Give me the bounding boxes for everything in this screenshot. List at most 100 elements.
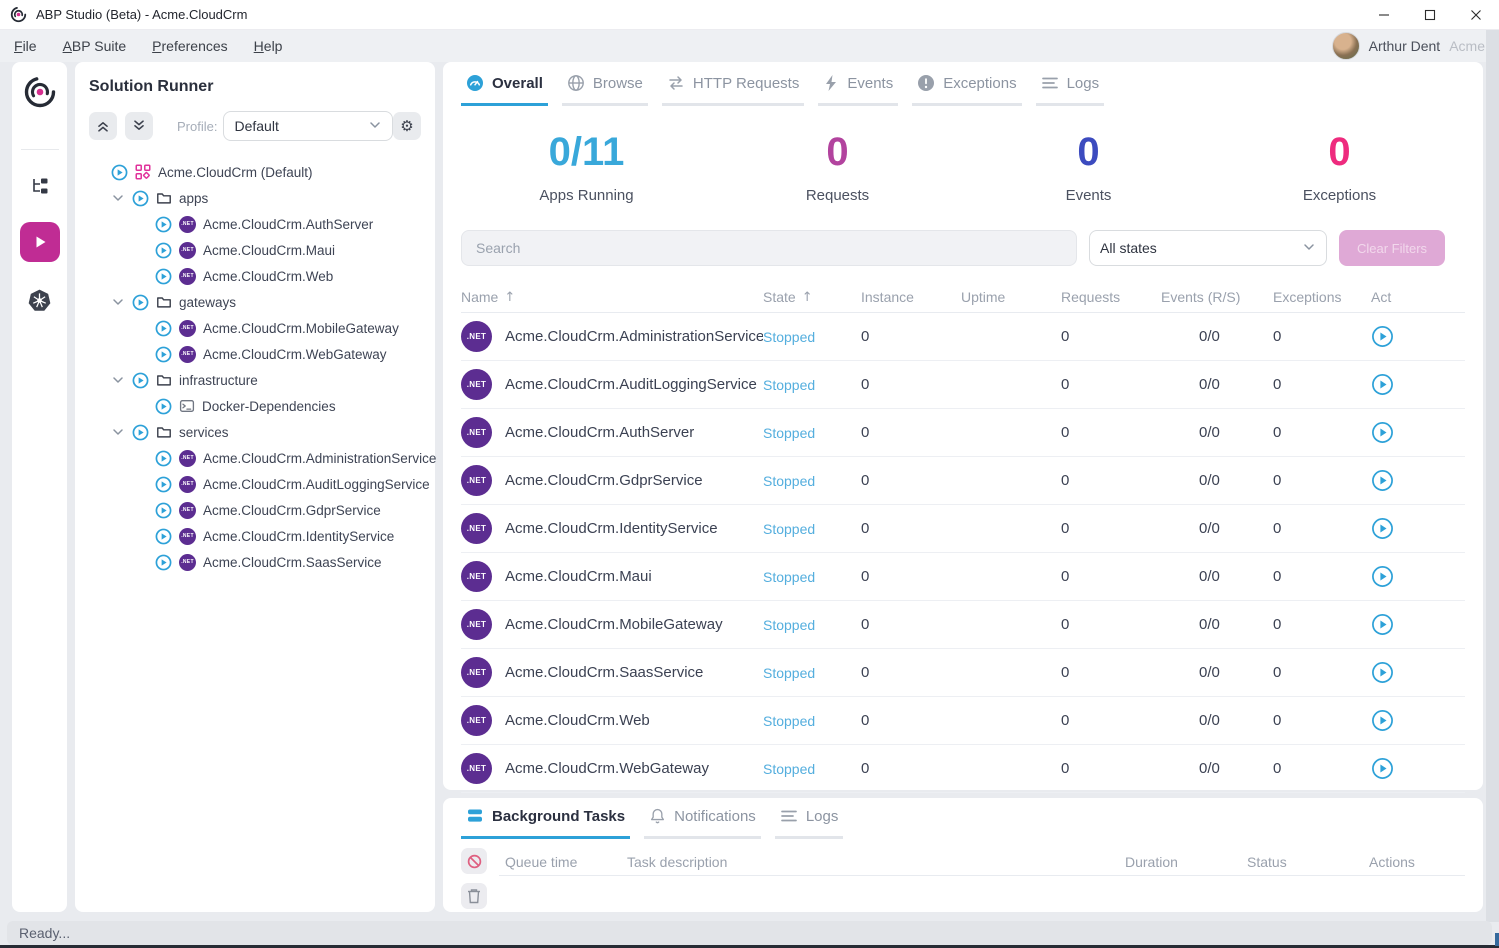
start-app-button[interactable] xyxy=(1371,373,1394,396)
play-icon[interactable] xyxy=(132,372,149,389)
column-header-exceptions[interactable]: Exceptions xyxy=(1273,289,1371,305)
play-icon[interactable] xyxy=(155,398,172,415)
column-header-events-r-s[interactable]: Events (R/S) xyxy=(1161,289,1273,305)
expand-all-button[interactable] xyxy=(125,112,153,140)
tree-item-acme-cloudcrm-maui[interactable]: .NET Acme.CloudCrm.Maui xyxy=(89,237,421,263)
tree-item-acme-cloudcrm-webgateway[interactable]: .NET Acme.CloudCrm.WebGateway xyxy=(89,341,421,367)
avatar[interactable] xyxy=(1331,32,1360,60)
play-icon[interactable] xyxy=(155,216,172,233)
tab-browse[interactable]: Browse xyxy=(561,74,648,106)
start-app-button[interactable] xyxy=(1371,469,1394,492)
solution-explorer-icon[interactable] xyxy=(30,176,50,196)
play-icon[interactable] xyxy=(155,320,172,337)
play-icon[interactable] xyxy=(132,190,149,207)
menu-item-abp-suite[interactable]: ABP Suite xyxy=(62,38,127,54)
column-header-instance[interactable]: Instance xyxy=(861,289,961,305)
clear-tasks-button[interactable] xyxy=(461,883,487,909)
start-app-button[interactable] xyxy=(1371,325,1394,348)
tab-events[interactable]: Events xyxy=(818,74,899,106)
play-icon[interactable] xyxy=(155,268,172,285)
tab-notifications[interactable]: Notifications xyxy=(644,807,761,839)
tab-http-requests[interactable]: HTTP Requests xyxy=(661,74,805,106)
tab-overall[interactable]: Overall xyxy=(461,74,548,106)
cancel-tasks-button[interactable] xyxy=(461,848,487,874)
search-input[interactable] xyxy=(461,230,1077,266)
start-app-button[interactable] xyxy=(1371,517,1394,540)
tree-item-gateways[interactable]: gateways xyxy=(89,289,421,315)
column-header-state[interactable]: State ↑ xyxy=(763,289,861,305)
play-icon[interactable] xyxy=(155,554,172,571)
play-icon[interactable] xyxy=(155,450,172,467)
close-button[interactable] xyxy=(1453,0,1499,29)
menu-item-help[interactable]: Help xyxy=(253,38,283,54)
tab-background-tasks[interactable]: Background Tasks xyxy=(461,807,631,839)
tree-item-acme-cloudcrm-identityservice[interactable]: .NET Acme.CloudCrm.IdentityService xyxy=(89,523,421,549)
column-header-requests[interactable]: Requests xyxy=(1061,289,1161,305)
tab-logs[interactable]: Logs xyxy=(774,807,844,839)
tree-item-acme-cloudcrm-default[interactable]: Acme.CloudCrm (Default) xyxy=(89,159,421,185)
resize-grip[interactable] xyxy=(1495,933,1499,946)
column-header-uptime[interactable]: Uptime xyxy=(961,289,1061,305)
menu-item-preferences[interactable]: Preferences xyxy=(152,38,228,54)
play-icon[interactable] xyxy=(111,164,128,181)
start-app-button[interactable] xyxy=(1371,421,1394,444)
tree-item-apps[interactable]: apps xyxy=(89,185,421,211)
tree-item-docker-dependencies[interactable]: Docker-Dependencies xyxy=(89,393,421,419)
chevron-down-icon[interactable] xyxy=(111,373,125,387)
play-icon[interactable] xyxy=(132,424,149,441)
start-app-button[interactable] xyxy=(1371,757,1394,780)
tree-item-acme-cloudcrm-administrationservice[interactable]: .NET Acme.CloudCrm.AdministrationService xyxy=(89,445,436,471)
chevron-down-icon[interactable] xyxy=(111,295,125,309)
chevron-down-icon[interactable] xyxy=(111,425,125,439)
table-row[interactable]: .NET Acme.CloudCrm.AuditLoggingService Sto… xyxy=(461,361,1465,409)
play-icon[interactable] xyxy=(155,476,172,493)
tab-exceptions[interactable]: Exceptions xyxy=(912,74,1022,106)
play-icon[interactable] xyxy=(155,502,172,519)
tab-logs[interactable]: Logs xyxy=(1035,74,1105,106)
tree-item-label: services xyxy=(179,424,229,440)
play-icon[interactable] xyxy=(155,346,172,363)
table-row[interactable]: .NET Acme.CloudCrm.WebGateway Stopped 0 0 0/0… xyxy=(461,745,1465,793)
dotnet-icon: .NET xyxy=(461,561,492,592)
column-header-name[interactable]: Name ↑ xyxy=(461,289,763,305)
clear-filters-button[interactable]: Clear Filters xyxy=(1339,230,1445,266)
play-icon[interactable] xyxy=(155,242,172,259)
runner-settings-button[interactable]: ⚙ xyxy=(393,112,421,140)
table-row[interactable]: .NET Acme.CloudCrm.AuthServer Stopped 0 0 0/0… xyxy=(461,409,1465,457)
start-app-button[interactable] xyxy=(1371,613,1394,636)
kubernetes-icon[interactable] xyxy=(27,288,52,313)
start-app-button[interactable] xyxy=(1371,565,1394,588)
play-icon[interactable] xyxy=(132,294,149,311)
tree-item-acme-cloudcrm-auditloggingservice[interactable]: .NET Acme.CloudCrm.AuditLoggingService xyxy=(89,471,430,497)
menu-item-file[interactable]: File xyxy=(14,38,37,54)
table-row[interactable]: .NET Acme.CloudCrm.Maui Stopped 0 0 0/0 0 xyxy=(461,553,1465,601)
table-row[interactable]: .NET Acme.CloudCrm.SaasService Stopped 0 0 0/… xyxy=(461,649,1465,697)
play-icon[interactable] xyxy=(155,528,172,545)
start-app-button[interactable] xyxy=(1371,661,1394,684)
tree-item-infrastructure[interactable]: infrastructure xyxy=(89,367,421,393)
maximize-button[interactable] xyxy=(1407,0,1453,29)
start-app-button[interactable] xyxy=(1371,709,1394,732)
table-row[interactable]: .NET Acme.CloudCrm.MobileGateway Stopped 0 0… xyxy=(461,601,1465,649)
state-filter-select[interactable]: All states xyxy=(1089,230,1327,266)
column-header-act[interactable]: Act xyxy=(1371,289,1427,305)
chevron-down-icon[interactable] xyxy=(111,191,125,205)
tree-item-label: Acme.CloudCrm.WebGateway xyxy=(203,346,387,362)
table-row[interactable]: .NET Acme.CloudCrm.IdentityService Stopped… xyxy=(461,505,1465,553)
tree-item-acme-cloudcrm-saasservice[interactable]: .NET Acme.CloudCrm.SaasService xyxy=(89,549,421,575)
tree-item-acme-cloudcrm-web[interactable]: .NET Acme.CloudCrm.Web xyxy=(89,263,421,289)
table-row[interactable]: .NET Acme.CloudCrm.GdprService Stopped 0 0 0/… xyxy=(461,457,1465,505)
scrollbar-gutter[interactable] xyxy=(1486,30,1499,922)
profile-select[interactable]: Default xyxy=(223,111,393,141)
collapse-all-button[interactable] xyxy=(89,112,117,140)
tree-item-acme-cloudcrm-gdprservice[interactable]: .NET Acme.CloudCrm.GdprService xyxy=(89,497,421,523)
table-row[interactable]: .NET Acme.CloudCrm.Web Stopped 0 0 0/0 0 xyxy=(461,697,1465,745)
table-row[interactable]: .NET Acme.CloudCrm.AdministrationService S… xyxy=(461,313,1465,361)
minimize-button[interactable] xyxy=(1361,0,1407,29)
cell-exceptions: 0 xyxy=(1273,424,1282,441)
solution-runner-icon[interactable] xyxy=(19,222,60,262)
tree-item-acme-cloudcrm-authserver[interactable]: .NET Acme.CloudCrm.AuthServer xyxy=(89,211,421,237)
tree-item-services[interactable]: services xyxy=(89,419,421,445)
tree-item-acme-cloudcrm-mobilegateway[interactable]: .NET Acme.CloudCrm.MobileGateway xyxy=(89,315,421,341)
user-menu[interactable]: Arthur Dent Acme xyxy=(1331,32,1485,60)
